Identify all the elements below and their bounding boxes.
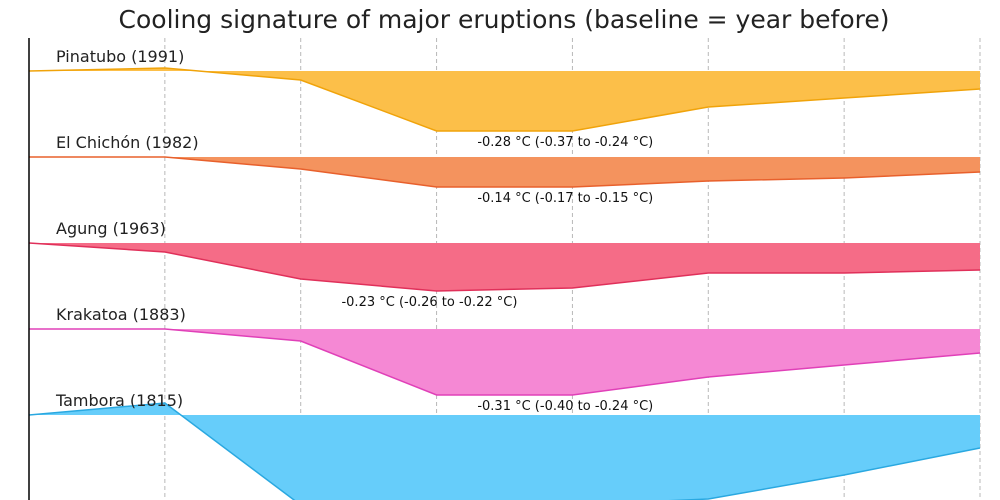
chart-title: Cooling signature of major eruptions (ba…: [119, 5, 890, 34]
series-label: Tambora (1815): [55, 391, 183, 410]
series-area: [29, 403, 980, 500]
series-line: [28, 402, 981, 500]
series-area: [29, 68, 980, 131]
panel-4: Tambora (1815): [28, 391, 981, 500]
panel-1: El Chichón (1982) -0.14 °C (-0.17 to -0.1…: [28, 133, 981, 206]
series-annotation: -0.23 °C (-0.26 to -0.22 °C): [341, 295, 517, 310]
series-line: [29, 156, 981, 188]
series-annotation: -0.31 °C (-0.40 to -0.24 °C): [477, 399, 653, 414]
series-label: Agung (1963): [56, 219, 166, 238]
series-label: El Chichón (1982): [56, 133, 199, 152]
series-line: [28, 242, 981, 292]
panel-0: Pinatubo (1991) -0.28 °C (-0.37 to -0.24 …: [28, 47, 981, 150]
series-line: [29, 328, 981, 396]
panel-2: Agung (1963) -0.23 °C (-0.26 to -0.22 °C): [28, 219, 981, 310]
panels: Pinatubo (1991) -0.28 °C (-0.37 to -0.24 …: [28, 47, 981, 500]
series-label: Krakatoa (1883): [56, 305, 186, 324]
series-annotation: -0.28 °C (-0.37 to -0.24 °C): [477, 135, 653, 150]
series-label: Pinatubo (1991): [56, 47, 184, 66]
series-line: [28, 67, 981, 132]
series-area: [29, 157, 980, 187]
series-area: [29, 243, 980, 291]
panel-3: Krakatoa (1883) -0.31 °C (-0.40 to -0.24 …: [28, 305, 981, 414]
series-annotation: -0.14 °C (-0.17 to -0.15 °C): [477, 191, 653, 206]
series-area: [29, 329, 980, 395]
